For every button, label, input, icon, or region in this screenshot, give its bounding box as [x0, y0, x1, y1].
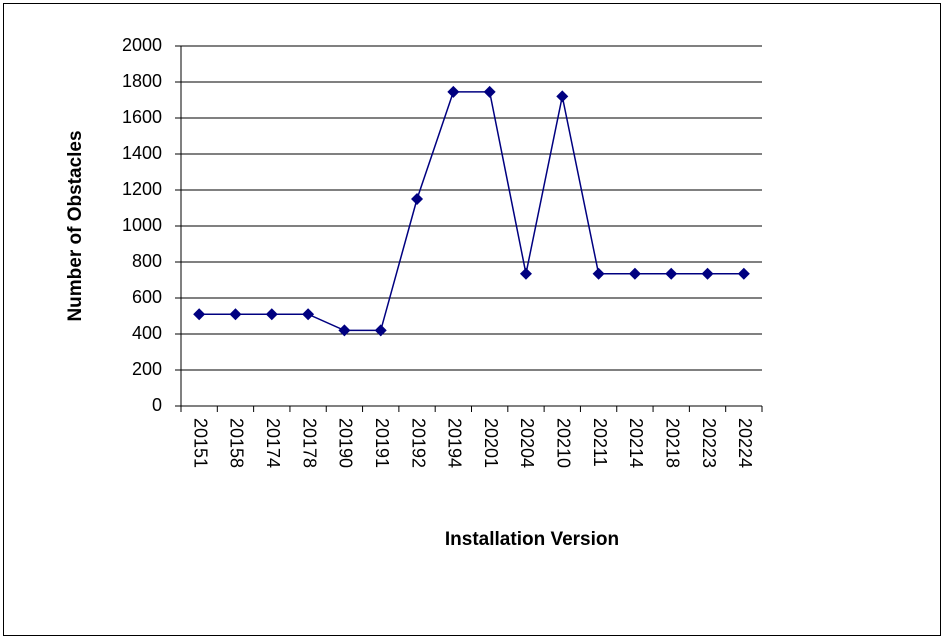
x-tick-label: 20174 — [263, 418, 283, 468]
data-point — [193, 308, 206, 321]
chart-border — [3, 3, 941, 636]
y-tick-label: 1200 — [122, 179, 162, 199]
data-point — [665, 267, 678, 280]
x-tick-label: 20214 — [626, 418, 646, 468]
data-point — [628, 267, 641, 280]
x-tick-label: 20204 — [517, 418, 537, 468]
y-tick-label: 1000 — [122, 215, 162, 235]
data-point — [447, 85, 460, 98]
x-axis-title: Installation Version — [445, 529, 619, 550]
y-axis-title: Number of Obstacles — [65, 130, 86, 321]
data-point — [556, 90, 569, 103]
data-point — [737, 267, 750, 280]
data-point — [701, 267, 714, 280]
y-tick-label: 1800 — [122, 71, 162, 91]
data-point — [592, 267, 605, 280]
data-point — [229, 308, 242, 321]
x-tick-label: 20223 — [699, 418, 719, 468]
x-tick-label: 20190 — [336, 418, 356, 468]
x-tick-label: 20192 — [408, 418, 428, 468]
x-tick-label: 20194 — [445, 418, 465, 468]
y-tick-label: 1600 — [122, 107, 162, 127]
x-tick-label: 20218 — [662, 418, 682, 468]
y-tick-label: 600 — [132, 287, 162, 307]
y-tick-label: 1400 — [122, 143, 162, 163]
y-tick-label: 800 — [132, 251, 162, 271]
x-tick-label: 20151 — [190, 418, 210, 468]
data-point — [374, 324, 387, 337]
data-point — [411, 193, 424, 205]
x-tick-label: 20201 — [481, 418, 501, 468]
data-point — [338, 324, 351, 337]
data-point — [519, 267, 532, 280]
data-point — [483, 85, 496, 98]
x-tick-label: 20210 — [554, 418, 574, 468]
data-point — [265, 308, 278, 321]
y-tick-label: 2000 — [122, 35, 162, 55]
y-tick-label: 200 — [132, 359, 162, 379]
y-tick-label: 400 — [132, 323, 162, 343]
x-tick-label: 20158 — [227, 418, 247, 468]
x-tick-label: 20191 — [372, 418, 392, 468]
data-point — [302, 308, 315, 321]
x-tick-label: 20211 — [590, 418, 610, 467]
data-line — [199, 91, 744, 332]
x-tick-label: 20224 — [735, 418, 755, 468]
x-tick-label: 20178 — [299, 418, 319, 468]
y-tick-label: 0 — [152, 395, 162, 415]
